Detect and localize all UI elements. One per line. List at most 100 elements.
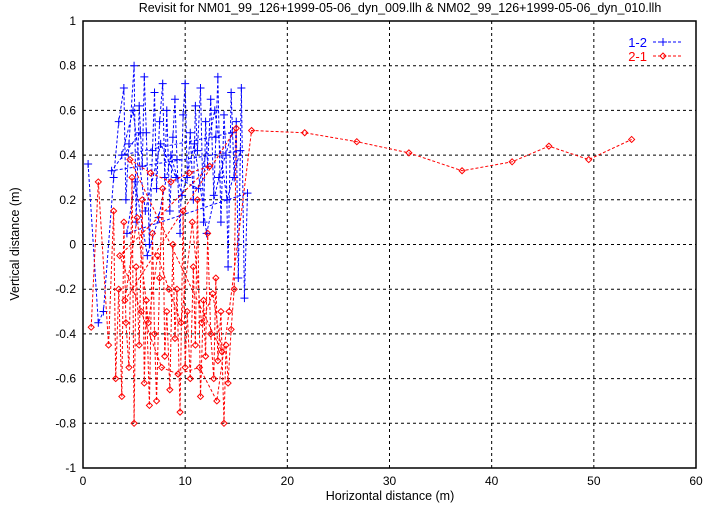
data-point [155,117,164,126]
series-1-2 [84,61,252,327]
legend-label: 2-1 [628,49,647,64]
data-point [210,106,219,115]
data-point [353,137,361,146]
data-point [195,363,204,372]
x-tick-label: 10 [178,474,192,488]
series-layer [84,61,636,428]
data-point [137,307,145,316]
data-point [224,262,233,271]
data-point [218,348,226,356]
y-tick-label: 0.4 [59,148,76,162]
data-point [165,206,174,215]
data-point [120,218,128,226]
data-point [160,173,169,182]
data-point [148,229,157,238]
data-point [191,101,200,110]
data-point [247,126,256,135]
data-point [144,319,153,327]
data-point [174,370,182,378]
data-point [202,229,211,238]
data-point [214,173,223,182]
data-point [220,419,228,428]
data-point [162,106,171,115]
data-point [121,296,129,305]
legend-label: 1-2 [628,35,647,50]
data-point [585,155,593,164]
y-axis-label: Vertical distance (m) [8,187,22,300]
data-point [186,374,194,383]
data-point [458,167,466,175]
data-point [237,84,246,93]
data-point [234,274,243,283]
data-point [148,146,157,155]
data-point [243,189,252,198]
data-point [136,128,145,137]
data-point [115,285,123,293]
data-point [627,135,636,144]
series-line [90,126,632,424]
data-point [232,124,240,132]
data-point [167,178,175,186]
data-point [158,184,167,193]
data-point [206,95,215,104]
data-point [171,334,179,343]
data-point [185,169,193,177]
data-point [128,173,136,182]
data-point [135,341,143,349]
legend-marker [659,38,667,46]
data-point [138,196,146,204]
data-point [209,289,217,298]
x-tick-label: 40 [485,474,499,488]
data-point [176,408,184,416]
legend-marker [659,52,667,60]
data-point [114,117,123,126]
data-point [130,419,138,428]
data-point [222,151,231,160]
data-point [205,162,214,170]
data-point [227,325,235,334]
legend: 1-22-1 [628,35,683,64]
data-point [104,341,113,349]
x-tick-label: 30 [383,474,397,488]
data-point [508,158,516,166]
x-tick-label: 50 [587,474,601,488]
data-point [223,195,232,204]
y-tick-label: -1 [65,461,76,475]
data-point [124,139,133,148]
data-point [142,296,151,305]
data-point [545,142,553,150]
data-point [146,169,155,177]
data-point [212,274,220,282]
data-point [94,178,103,186]
data-point [214,357,222,365]
data-point [199,296,208,305]
data-point [222,341,230,349]
data-point [240,294,249,303]
y-tick-label: -0.2 [55,282,76,296]
data-point [122,229,131,238]
data-point [189,195,198,204]
data-point [169,240,177,249]
data-point [179,207,187,215]
data-point [117,151,126,160]
data-point [217,307,225,316]
data-point [132,263,140,271]
tick-labels: 0 10 20 30 40 50 60 -1 -0.8 -0.6 -0.4 -0.2 0 0.2 0.4 0.… [55,14,703,488]
data-point [143,251,152,260]
data-point [193,196,202,204]
data-point [84,160,93,169]
data-point [94,318,103,327]
data-point [219,110,228,119]
data-point [135,101,144,110]
data-point [166,151,175,160]
x-tick-label: 20 [281,474,295,488]
data-point [161,352,169,360]
y-tick-label: 0.6 [59,103,76,117]
data-point [140,379,149,387]
data-point [196,392,205,401]
data-point [197,319,206,327]
data-point [141,206,150,215]
data-point [116,251,124,260]
data-point [213,397,221,405]
